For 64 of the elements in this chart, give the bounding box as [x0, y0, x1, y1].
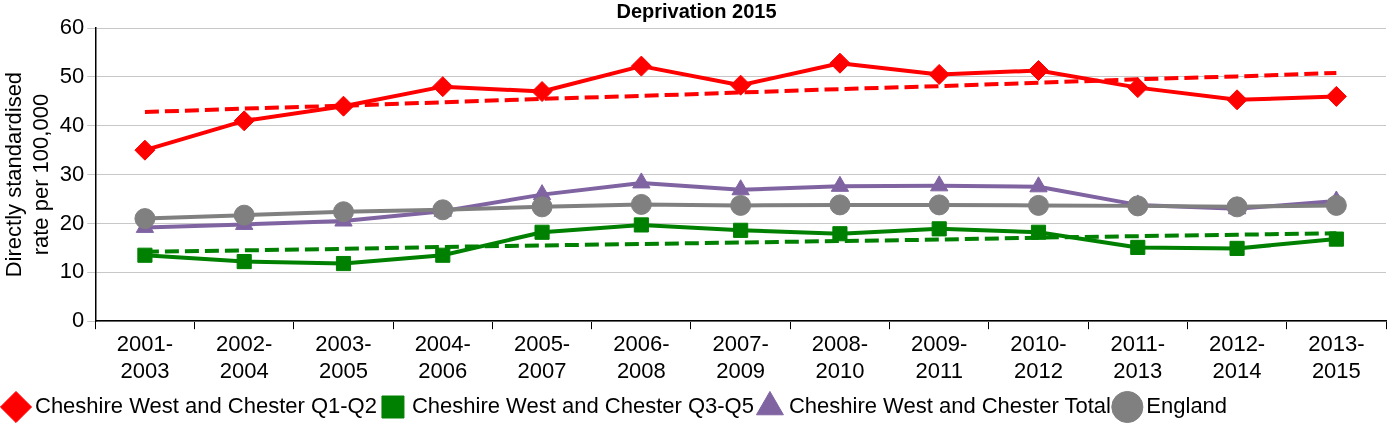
y-tick-label: 30 [59, 160, 85, 186]
x-tick-label: 2004-2006 [414, 331, 471, 383]
y-axis-title: Directly standardised rate per 100,000 [1, 71, 53, 278]
x-tick-label: 2009-2011 [911, 331, 968, 383]
point [733, 222, 749, 238]
point [335, 255, 352, 272]
point [928, 63, 950, 85]
point [435, 247, 451, 263]
point [432, 199, 454, 221]
point [1028, 194, 1049, 216]
y-tick-label: 40 [59, 111, 85, 137]
x-tick-label: 2005-2007 [513, 331, 571, 383]
chart-title: Deprivation 2015 [616, 0, 777, 22]
point [432, 76, 454, 98]
point [832, 226, 848, 242]
y-tick-label: 20 [59, 209, 85, 235]
point [1130, 239, 1146, 255]
legend-label: Cheshire West and Chester Q3-Q5 [411, 393, 754, 419]
point [1229, 240, 1245, 256]
point [534, 224, 550, 240]
point [730, 74, 752, 96]
x-tick-label: 2006-2008 [613, 331, 670, 383]
point [633, 217, 649, 233]
point [630, 193, 652, 215]
x-tick-label: 2011-2013 [1110, 331, 1166, 383]
legend-label: Cheshire West and Chester Q1-Q2 [35, 393, 377, 419]
point [1325, 194, 1347, 216]
point [233, 204, 255, 226]
point [1028, 60, 1049, 82]
point [1127, 195, 1149, 217]
y-tick-label: 10 [59, 258, 85, 284]
x-tick-label: 2010-2012 [1010, 331, 1067, 383]
legend-label: England [1146, 393, 1228, 419]
point [134, 139, 156, 161]
point [1328, 231, 1344, 247]
y-tick-label: 60 [59, 14, 85, 40]
point [630, 55, 652, 77]
point [1226, 89, 1248, 111]
x-tick-label: 2012-2014 [1208, 331, 1266, 383]
x-tick-label: 2001-2003 [116, 331, 174, 383]
x-tick-label: 2002-2004 [216, 331, 273, 383]
point [332, 201, 354, 223]
point [236, 254, 252, 270]
point [134, 208, 156, 230]
point [931, 221, 947, 237]
x-tick-label: 2003-2005 [315, 331, 372, 383]
point [233, 110, 255, 132]
point [531, 81, 553, 103]
point [1127, 77, 1149, 99]
point [928, 194, 950, 216]
point [332, 95, 354, 117]
point [829, 194, 851, 216]
legend-label: Cheshire West and Chester Total [788, 393, 1111, 419]
point [1325, 85, 1347, 107]
y-tick-label: 50 [59, 62, 85, 88]
point [829, 52, 851, 74]
point [137, 247, 153, 263]
x-tick-label: 2008-2010 [811, 331, 869, 383]
x-tick-label: 2013-2015 [1308, 331, 1365, 383]
point [1030, 224, 1047, 240]
y-tick-label: 0 [72, 307, 85, 333]
point [531, 196, 553, 218]
x-tick-label: 2007-2009 [712, 331, 769, 383]
point [730, 194, 752, 216]
